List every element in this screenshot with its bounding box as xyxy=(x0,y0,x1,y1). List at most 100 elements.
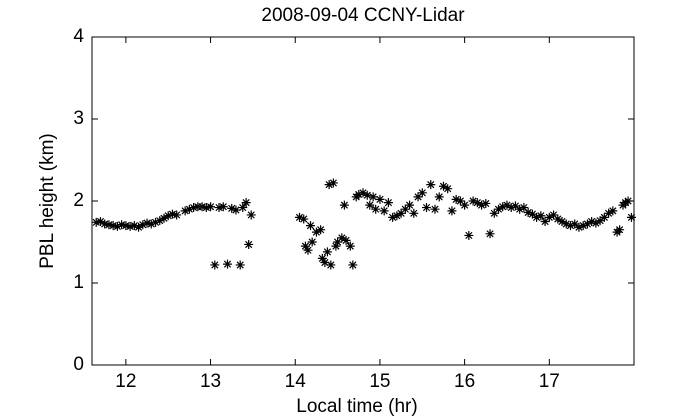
data-point xyxy=(333,237,343,247)
data-point xyxy=(214,203,224,213)
data-point xyxy=(536,211,546,221)
data-point xyxy=(112,221,122,231)
data-point xyxy=(553,214,563,224)
data-point xyxy=(91,217,101,227)
data-point xyxy=(574,222,584,232)
data-point xyxy=(138,220,148,230)
x-tick-label: 14 xyxy=(285,371,307,392)
x-tick-label: 15 xyxy=(369,371,390,392)
data-point xyxy=(506,203,516,213)
data-point xyxy=(375,194,385,204)
data-point xyxy=(523,207,533,217)
y-tick-label: 4 xyxy=(73,26,84,47)
data-point xyxy=(494,204,503,214)
data-point xyxy=(626,212,636,222)
x-tick-label: 12 xyxy=(115,371,136,392)
data-point xyxy=(328,178,338,188)
data-point xyxy=(422,203,432,213)
data-point xyxy=(621,198,631,208)
data-point xyxy=(300,241,310,251)
data-point xyxy=(368,192,378,202)
data-point xyxy=(117,220,127,230)
data-point xyxy=(502,200,512,210)
data-point xyxy=(151,217,161,227)
data-point xyxy=(180,206,190,216)
data-point xyxy=(159,213,169,223)
data-point xyxy=(134,222,144,232)
data-point xyxy=(303,245,313,255)
data-point xyxy=(238,203,248,213)
data-point xyxy=(317,253,327,263)
data-point xyxy=(184,204,194,214)
data-point xyxy=(241,198,251,208)
data-point xyxy=(197,202,207,212)
data-point xyxy=(438,181,448,191)
data-point xyxy=(142,218,152,228)
data-point xyxy=(608,206,618,216)
y-axis-label: PBL height (km) xyxy=(37,133,58,269)
data-point xyxy=(604,208,614,218)
data-point xyxy=(451,194,461,204)
data-point xyxy=(104,220,114,230)
data-point xyxy=(443,184,453,194)
data-point xyxy=(519,203,529,213)
data-point xyxy=(311,227,321,237)
data-point xyxy=(100,219,110,229)
data-point xyxy=(189,203,199,213)
x-axis-label: Local time (hr) xyxy=(296,396,417,417)
data-point xyxy=(549,210,559,220)
data-point xyxy=(623,196,633,206)
data-point xyxy=(413,192,423,202)
data-point xyxy=(244,239,254,249)
data-point xyxy=(305,221,315,231)
data-point xyxy=(294,212,304,222)
data-point xyxy=(510,201,520,211)
data-point xyxy=(155,216,165,226)
data-point xyxy=(615,225,625,235)
data-point xyxy=(307,237,317,247)
data-point xyxy=(331,241,341,251)
data-point xyxy=(417,188,427,198)
data-point xyxy=(565,221,575,231)
y-tick-label: 0 xyxy=(73,354,84,375)
data-point xyxy=(362,190,372,200)
data-point xyxy=(544,212,554,222)
data-point xyxy=(316,225,326,235)
data-point xyxy=(527,209,537,219)
data-point xyxy=(146,219,156,229)
data-point xyxy=(339,200,349,210)
data-point xyxy=(337,233,347,243)
data-point xyxy=(223,259,232,269)
data-point xyxy=(396,208,406,218)
data-point xyxy=(578,221,588,231)
data-point xyxy=(489,208,499,218)
data-point xyxy=(434,192,444,202)
data-point xyxy=(595,216,605,226)
data-point xyxy=(172,210,182,220)
data-point xyxy=(95,217,105,226)
data-point xyxy=(206,202,216,212)
data-point xyxy=(540,217,550,226)
data-point xyxy=(498,202,508,212)
data-point xyxy=(167,209,177,219)
data-point xyxy=(210,260,220,270)
data-point xyxy=(345,241,355,251)
y-tick-label: 2 xyxy=(73,190,84,211)
data-point xyxy=(358,188,368,198)
x-tick-label: 16 xyxy=(454,371,475,392)
data-point xyxy=(354,189,364,199)
data-point xyxy=(371,204,381,214)
data-point xyxy=(163,211,173,221)
data-point xyxy=(299,214,309,224)
data-point xyxy=(388,212,398,222)
data-point xyxy=(235,260,245,270)
x-tick-label: 13 xyxy=(200,371,221,392)
data-point xyxy=(324,180,334,190)
data-point xyxy=(322,247,332,257)
data-point xyxy=(246,210,256,220)
data-point xyxy=(348,260,358,270)
data-point xyxy=(464,230,474,240)
data-point xyxy=(481,198,491,208)
